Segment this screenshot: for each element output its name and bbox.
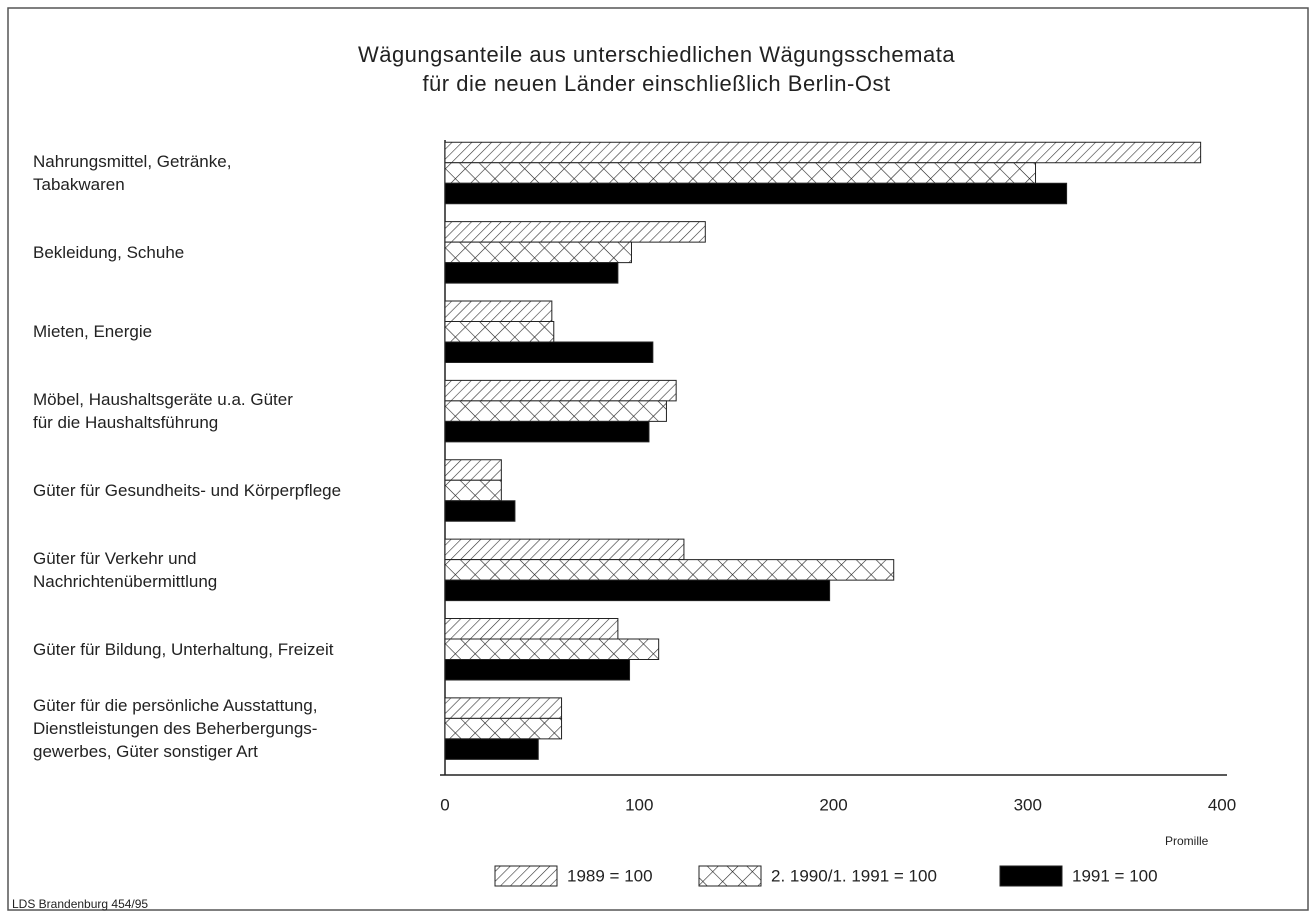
bar — [444, 321, 555, 343]
legend-label: 1989 = 100 — [567, 866, 653, 885]
category-label: Güter für Bildung, Unterhaltung, Freizei… — [33, 639, 334, 659]
bar — [444, 479, 502, 502]
bar — [444, 341, 654, 363]
bar — [444, 221, 706, 243]
category-label: Bekleidung, Schuhe — [33, 242, 185, 262]
bar — [444, 141, 1202, 164]
bar — [444, 420, 650, 443]
bar — [444, 182, 1068, 205]
bar — [444, 379, 677, 402]
bar — [444, 618, 619, 640]
bar — [444, 579, 831, 602]
category-label: Güter für die persönliche Ausstattung, D… — [33, 696, 318, 762]
x-tick-label: 300 — [1014, 795, 1042, 814]
legend-swatch — [698, 865, 762, 887]
bar — [444, 638, 660, 660]
chart-title: Wägungsanteile aus unterschiedlichen Wäg… — [357, 42, 956, 96]
bar — [444, 559, 895, 581]
bar — [444, 659, 631, 681]
category-label: Mieten, Energie — [33, 322, 153, 342]
bar — [444, 162, 1037, 184]
legend-swatch — [999, 865, 1063, 887]
bar — [444, 717, 563, 740]
bar — [444, 500, 516, 522]
x-tick-label: 0 — [440, 795, 449, 814]
bar — [444, 300, 553, 322]
bar — [444, 459, 502, 481]
category-label: Güter für Verkehr und Nachrichtenübermit… — [33, 548, 218, 591]
x-tick-label: 400 — [1208, 795, 1236, 814]
category-label: Nahrungsmittel, Getränke, Tabakwaren — [33, 152, 232, 194]
legend-label: 1991 = 100 — [1072, 866, 1158, 885]
legend-label: 2. 1990/1. 1991 = 100 — [771, 866, 937, 885]
x-tick-label: 100 — [625, 795, 653, 814]
bar — [444, 241, 632, 264]
bar — [444, 697, 563, 719]
x-tick-label: 200 — [819, 795, 847, 814]
x-axis-label: Promille — [1165, 834, 1209, 848]
bar — [444, 262, 619, 284]
bar — [444, 400, 667, 422]
category-label: Möbel, Haushaltsgeräte u.a. Güter für di… — [33, 390, 293, 433]
frame — [7, 7, 1309, 911]
category-label: Güter für Gesundheits- und Körperpflege — [33, 481, 342, 500]
source: LDS Brandenburg 454/95 — [12, 897, 149, 911]
bar — [444, 738, 539, 760]
bar — [444, 538, 685, 561]
legend-swatch — [494, 865, 558, 887]
